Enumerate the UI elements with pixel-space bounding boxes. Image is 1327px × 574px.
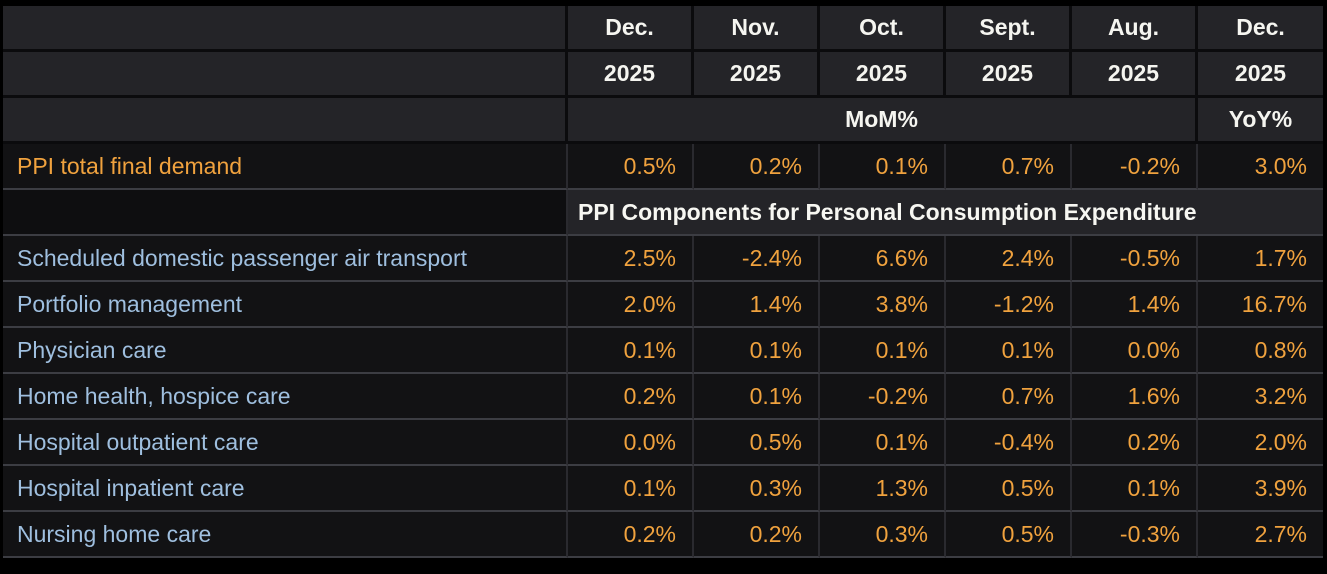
header-row-months: Dec. Nov. Oct. Sept. Aug. Dec.: [3, 6, 1323, 52]
table-row: Portfolio management 2.0% 1.4% 3.8% -1.2…: [3, 282, 1323, 328]
value-cell: 0.5%: [946, 466, 1072, 512]
value-cell: 0.0%: [568, 420, 694, 466]
header-row-years: 2025 2025 2025 2025 2025 2025: [3, 52, 1323, 98]
yoy-header: YoY%: [1198, 98, 1323, 144]
corner-cell: [3, 52, 568, 98]
value-cell: 3.9%: [1198, 466, 1323, 512]
section-title: PPI Components for Personal Consumption …: [568, 190, 1323, 236]
row-label: Hospital inpatient care: [3, 466, 568, 512]
value-cell: -0.2%: [1072, 144, 1198, 190]
value-cell: 0.1%: [820, 328, 946, 374]
value-cell: 0.3%: [694, 466, 820, 512]
mom-header: MoM%: [568, 98, 1198, 144]
month-header: Dec.: [568, 6, 694, 52]
value-cell: 0.1%: [694, 374, 820, 420]
value-cell: 0.1%: [946, 328, 1072, 374]
table-row: Nursing home care 0.2% 0.2% 0.3% 0.5% -0…: [3, 512, 1323, 558]
value-cell: 16.7%: [1198, 282, 1323, 328]
month-header: Oct.: [820, 6, 946, 52]
value-cell: 0.5%: [568, 144, 694, 190]
value-cell: 0.2%: [568, 374, 694, 420]
value-cell: 1.4%: [1072, 282, 1198, 328]
row-label: Physician care: [3, 328, 568, 374]
row-label: Scheduled domestic passenger air transpo…: [3, 236, 568, 282]
month-header: Nov.: [694, 6, 820, 52]
value-cell: 1.4%: [694, 282, 820, 328]
month-header: Sept.: [946, 6, 1072, 52]
value-cell: 0.1%: [820, 420, 946, 466]
value-cell: -0.4%: [946, 420, 1072, 466]
year-header: 2025: [1072, 52, 1198, 98]
value-cell: 1.7%: [1198, 236, 1323, 282]
summary-row: PPI total final demand 0.5% 0.2% 0.1% 0.…: [3, 144, 1323, 190]
value-cell: 0.1%: [568, 328, 694, 374]
year-header: 2025: [568, 52, 694, 98]
month-header: Dec.: [1198, 6, 1323, 52]
section-header-row: PPI Components for Personal Consumption …: [3, 190, 1323, 236]
year-header: 2025: [820, 52, 946, 98]
row-label: PPI total final demand: [3, 144, 568, 190]
value-cell: 6.6%: [820, 236, 946, 282]
value-cell: -2.4%: [694, 236, 820, 282]
value-cell: 0.2%: [694, 144, 820, 190]
corner-cell: [3, 6, 568, 52]
table-row: Home health, hospice care 0.2% 0.1% -0.2…: [3, 374, 1323, 420]
year-header: 2025: [1198, 52, 1323, 98]
value-cell: 3.2%: [1198, 374, 1323, 420]
year-header: 2025: [694, 52, 820, 98]
value-cell: 0.2%: [568, 512, 694, 558]
value-cell: 0.1%: [1072, 466, 1198, 512]
value-cell: -1.2%: [946, 282, 1072, 328]
value-cell: 2.5%: [568, 236, 694, 282]
value-cell: -0.3%: [1072, 512, 1198, 558]
corner-cell: [3, 98, 568, 144]
row-label: Home health, hospice care: [3, 374, 568, 420]
value-cell: 2.7%: [1198, 512, 1323, 558]
header-row-measures: MoM% YoY%: [3, 98, 1323, 144]
month-header: Aug.: [1072, 6, 1198, 52]
value-cell: 1.3%: [820, 466, 946, 512]
value-cell: 1.6%: [1072, 374, 1198, 420]
row-label: Nursing home care: [3, 512, 568, 558]
row-label: Hospital outpatient care: [3, 420, 568, 466]
value-cell: 0.7%: [946, 144, 1072, 190]
value-cell: 3.0%: [1198, 144, 1323, 190]
table-row: Scheduled domestic passenger air transpo…: [3, 236, 1323, 282]
section-empty-cell: [3, 190, 568, 236]
value-cell: -0.5%: [1072, 236, 1198, 282]
value-cell: 0.7%: [946, 374, 1072, 420]
value-cell: 0.1%: [820, 144, 946, 190]
table-row: Hospital outpatient care 0.0% 0.5% 0.1% …: [3, 420, 1323, 466]
ppi-table: Dec. Nov. Oct. Sept. Aug. Dec. 2025 2025…: [3, 6, 1323, 558]
value-cell: 0.0%: [1072, 328, 1198, 374]
value-cell: 0.2%: [694, 512, 820, 558]
year-header: 2025: [946, 52, 1072, 98]
value-cell: 0.3%: [820, 512, 946, 558]
value-cell: 2.4%: [946, 236, 1072, 282]
row-label: Portfolio management: [3, 282, 568, 328]
value-cell: 0.1%: [568, 466, 694, 512]
value-cell: -0.2%: [820, 374, 946, 420]
value-cell: 0.1%: [694, 328, 820, 374]
value-cell: 3.8%: [820, 282, 946, 328]
value-cell: 2.0%: [1198, 420, 1323, 466]
value-cell: 0.5%: [694, 420, 820, 466]
value-cell: 2.0%: [568, 282, 694, 328]
value-cell: 0.5%: [946, 512, 1072, 558]
value-cell: 0.2%: [1072, 420, 1198, 466]
table-row: Hospital inpatient care 0.1% 0.3% 1.3% 0…: [3, 466, 1323, 512]
table-row: Physician care 0.1% 0.1% 0.1% 0.1% 0.0% …: [3, 328, 1323, 374]
value-cell: 0.8%: [1198, 328, 1323, 374]
